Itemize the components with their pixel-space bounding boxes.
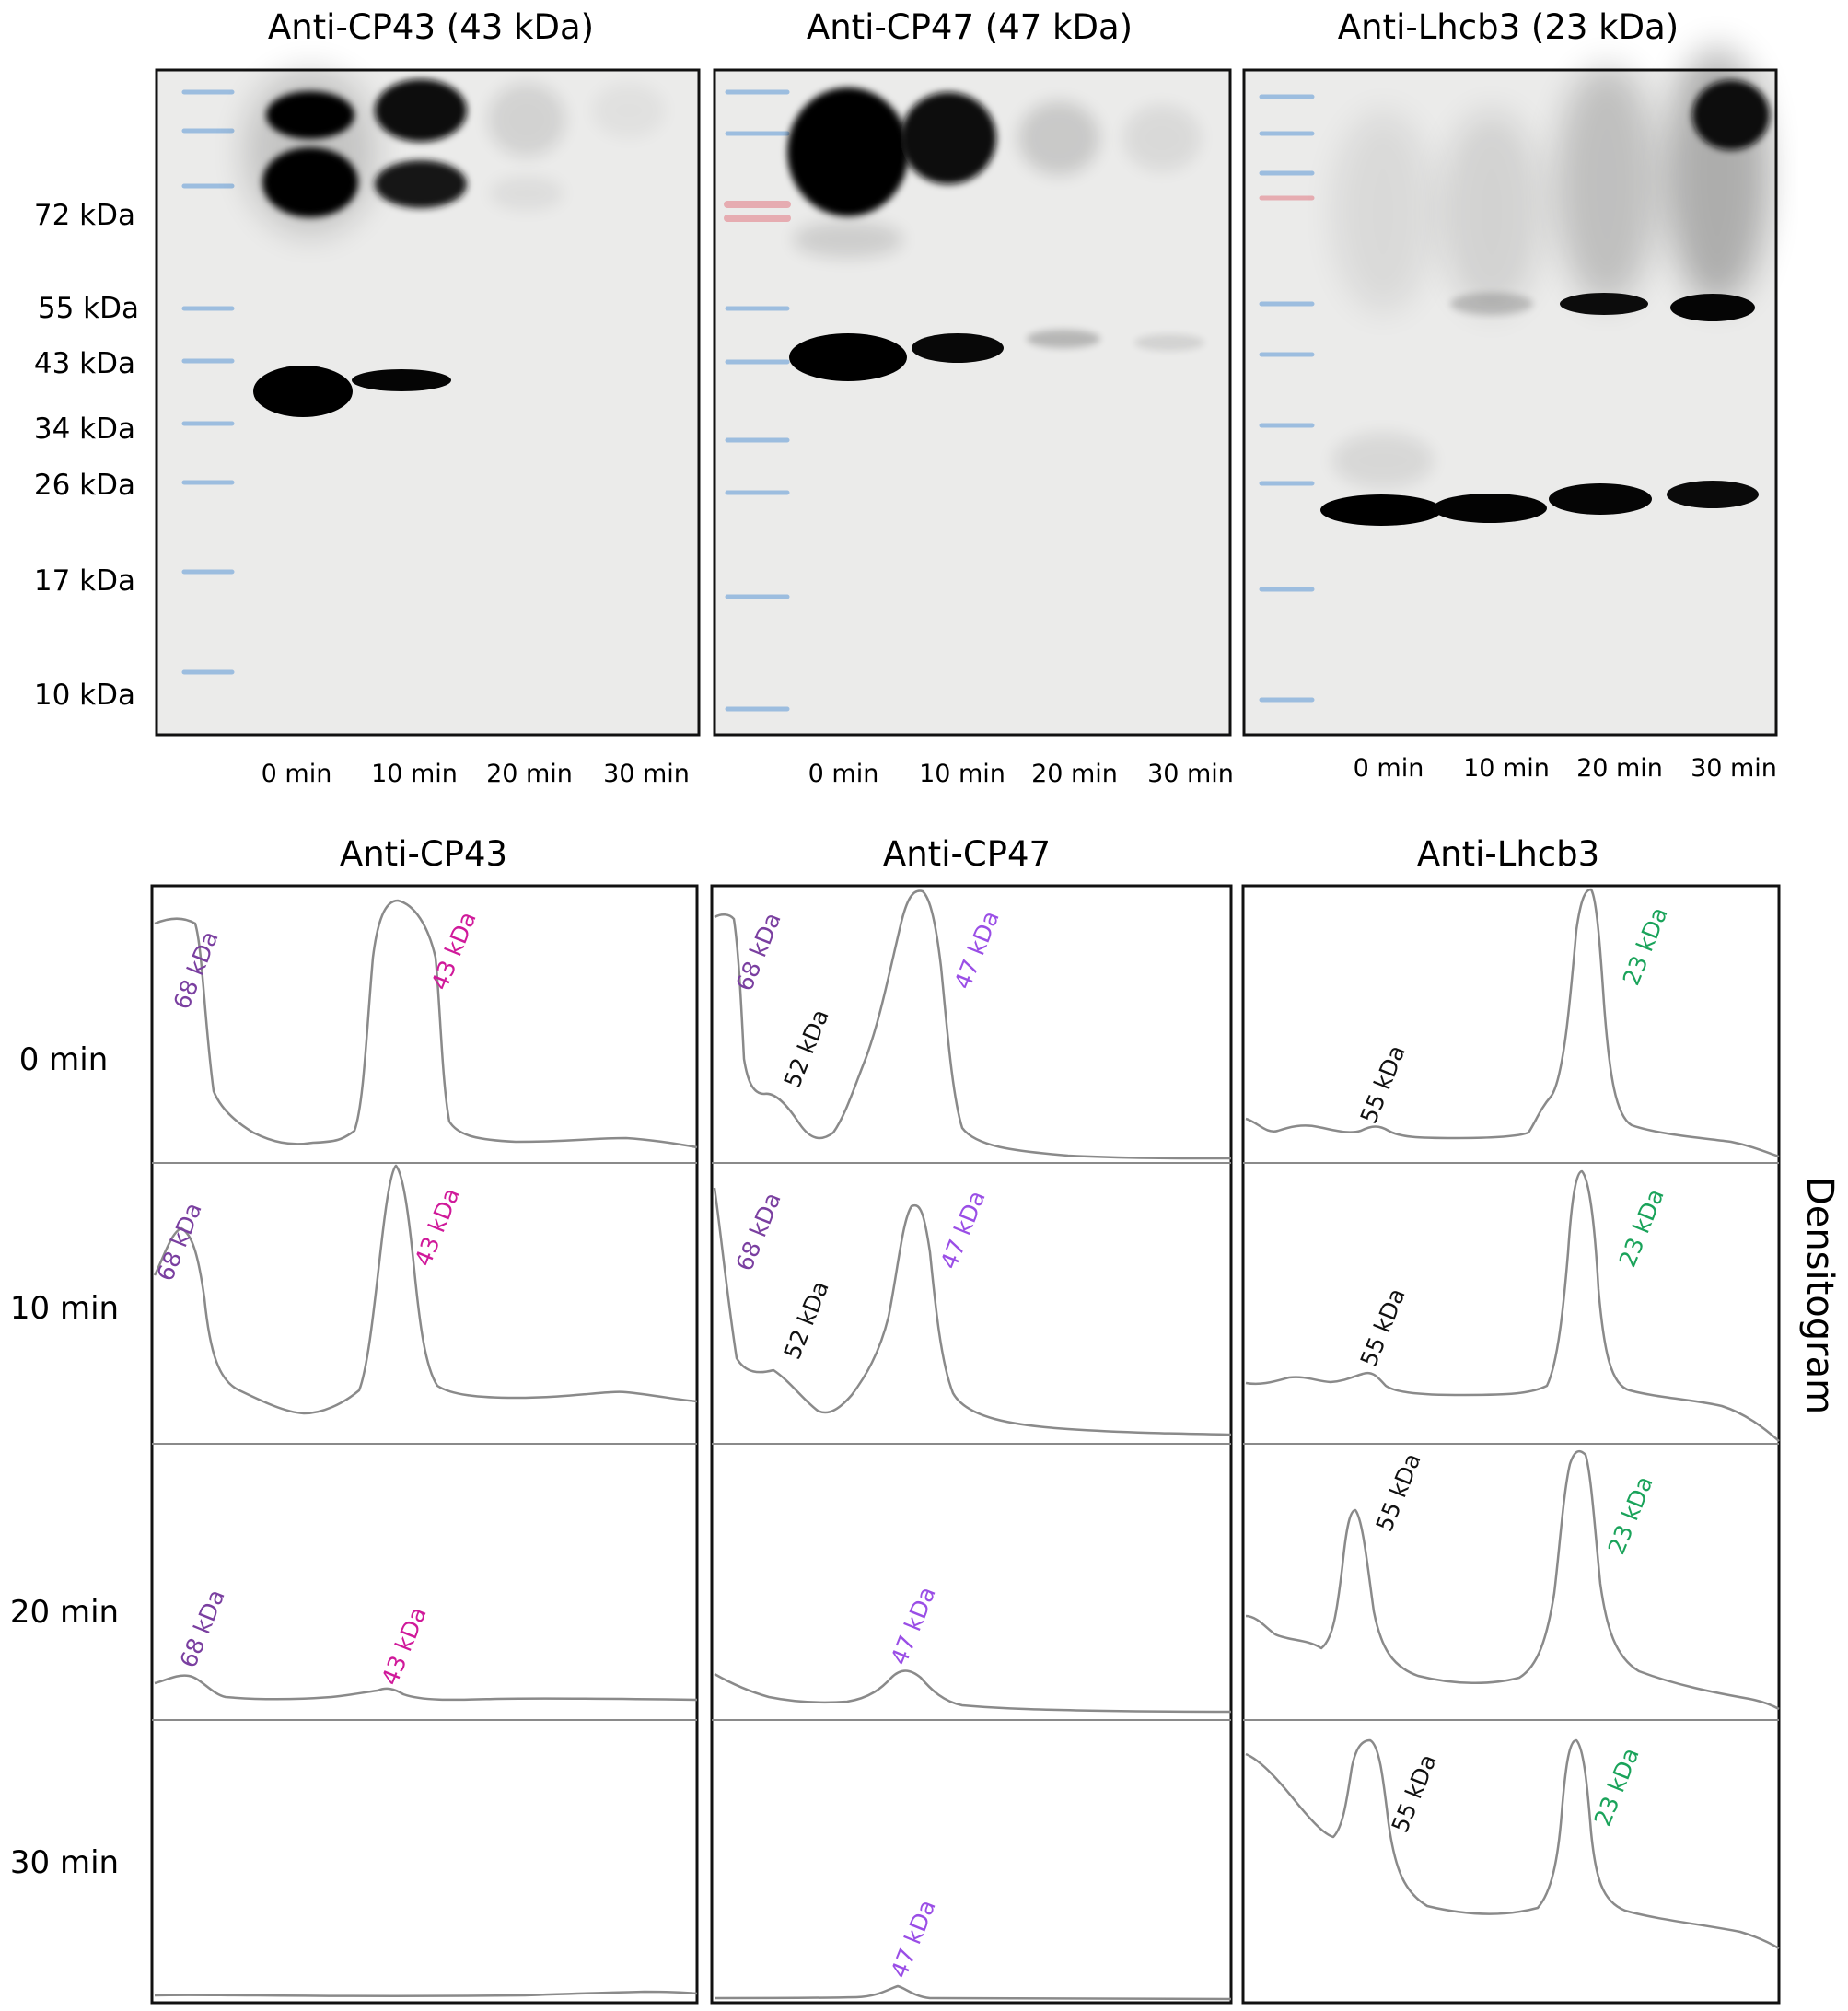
densitogram-title-cp47: Anti-CP47 bbox=[883, 834, 1051, 874]
marker-17: 17 kDa bbox=[34, 564, 135, 598]
peak-cp47-10-68: 68 kDa bbox=[731, 1189, 786, 1274]
trace-cp43-10min bbox=[153, 1164, 698, 1415]
blot-bands bbox=[1320, 46, 1770, 526]
densitogram-traces bbox=[153, 888, 1780, 2001]
trace-lhcb3-10min bbox=[1245, 1169, 1780, 1442]
trace-lhcb3-30min bbox=[1245, 1738, 1780, 1950]
peak-lhcb3-20-55: 55 kDa bbox=[1371, 1449, 1426, 1535]
blot-bands bbox=[787, 87, 1204, 381]
densitogram-row-labels: 0 min 10 min 20 min 30 min bbox=[10, 1041, 119, 1881]
peak-cp47-0-68: 68 kDa bbox=[731, 909, 786, 994]
lane-label-cp47-0: 0 min bbox=[808, 760, 879, 788]
trace-cp47-20min bbox=[714, 1669, 1232, 1714]
marker-10: 10 kDa bbox=[34, 679, 135, 712]
lane-labels: 0 min 10 min 20 min 30 min 0 min 10 min … bbox=[262, 754, 1777, 788]
lane-label-lhcb3-20: 20 min bbox=[1576, 754, 1663, 783]
peak-cp47-0-52: 52 kDa bbox=[779, 1006, 834, 1091]
peak-cp47-0-47: 47 kDa bbox=[949, 907, 1005, 993]
lane-label-lhcb3-0: 0 min bbox=[1354, 754, 1424, 783]
lane-label-cp43-20: 20 min bbox=[486, 760, 573, 788]
trace-cp47-10min bbox=[713, 1187, 1232, 1436]
peak-cp47-30-47: 47 kDa bbox=[886, 1896, 941, 1982]
row-label-30: 30 min bbox=[10, 1844, 119, 1881]
trace-cp43-20min bbox=[154, 1674, 698, 1702]
lane-label-cp43-0: 0 min bbox=[262, 760, 332, 788]
lane-label-cp47-10: 10 min bbox=[919, 760, 1005, 788]
lane-label-cp47-30: 30 min bbox=[1147, 760, 1234, 788]
peak-lhcb3-10-23: 23 kDa bbox=[1614, 1185, 1669, 1271]
lane-label-cp43-10: 10 min bbox=[371, 760, 458, 788]
lane-label-lhcb3-30: 30 min bbox=[1691, 754, 1777, 783]
trace-cp47-0min bbox=[714, 889, 1232, 1160]
marker-55: 55 kDa bbox=[38, 292, 139, 325]
lane-label-cp43-30: 30 min bbox=[603, 760, 690, 788]
densitogram-frames bbox=[150, 884, 1781, 2005]
row-label-10: 10 min bbox=[10, 1290, 119, 1327]
peak-lhcb3-30-23: 23 kDa bbox=[1589, 1744, 1645, 1830]
marker-43: 43 kDa bbox=[34, 347, 135, 380]
peak-lhcb3-20-23: 23 kDa bbox=[1603, 1472, 1658, 1558]
peak-cp47-10-47: 47 kDa bbox=[936, 1187, 991, 1273]
peak-lhcb3-10-55: 55 kDa bbox=[1355, 1284, 1411, 1370]
lane-label-lhcb3-10: 10 min bbox=[1463, 754, 1550, 783]
ladder-marker-labels: 72 kDa 55 kDa 43 kDa 34 kDa 26 kDa 17 kD… bbox=[34, 199, 139, 712]
peak-cp43-20-43: 43 kDa bbox=[377, 1603, 432, 1689]
lane-label-cp47-20: 20 min bbox=[1031, 760, 1118, 788]
marker-34: 34 kDa bbox=[34, 413, 135, 446]
row-label-0: 0 min bbox=[19, 1041, 109, 1078]
ladder-lane bbox=[181, 89, 235, 675]
trace-cp43-30min bbox=[154, 1990, 698, 1997]
peak-cp43-10-43: 43 kDa bbox=[410, 1184, 465, 1270]
blot-title-lhcb3: Anti-Lhcb3 (23 kDa) bbox=[1338, 7, 1679, 47]
trace-lhcb3-0min bbox=[1245, 888, 1780, 1158]
marker-26: 26 kDa bbox=[34, 469, 135, 502]
peak-cp43-10-68: 68 kDa bbox=[152, 1199, 207, 1284]
peak-cp43-20-68: 68 kDa bbox=[175, 1586, 230, 1671]
blot-bands bbox=[244, 69, 666, 417]
blot-cp47 bbox=[713, 68, 1232, 737]
densitogram-side-label: Densitogram bbox=[1798, 1177, 1841, 1414]
trace-cp43-0min bbox=[154, 899, 698, 1149]
peak-cp47-20-47: 47 kDa bbox=[886, 1583, 941, 1668]
peak-lhcb3-0-55: 55 kDa bbox=[1355, 1041, 1411, 1127]
row-label-20: 20 min bbox=[10, 1594, 119, 1631]
marker-72: 72 kDa bbox=[34, 199, 135, 232]
peak-lhcb3-30-55: 55 kDa bbox=[1387, 1750, 1442, 1836]
blot-cp43 bbox=[155, 68, 701, 737]
ladder-lane bbox=[1259, 94, 1315, 703]
peak-lhcb3-0-23: 23 kDa bbox=[1618, 903, 1673, 989]
peak-cp47-10-52: 52 kDa bbox=[779, 1277, 834, 1363]
blot-lhcb3 bbox=[1242, 46, 1778, 737]
trace-cp47-30min bbox=[714, 1984, 1232, 2001]
trace-lhcb3-20min bbox=[1245, 1449, 1780, 1711]
peak-cp43-0-68: 68 kDa bbox=[169, 927, 224, 1013]
peak-labels: 68 kDa 43 kDa 68 kDa 43 kDa 68 kDa 43 kD… bbox=[152, 903, 1673, 1982]
densitogram-title-cp43: Anti-CP43 bbox=[340, 834, 507, 874]
densitogram-title-lhcb3: Anti-Lhcb3 bbox=[1417, 834, 1599, 874]
blot-title-cp47: Anti-CP47 (47 kDa) bbox=[807, 7, 1133, 47]
blot-title-cp43: Anti-CP43 (43 kDa) bbox=[268, 7, 594, 47]
ladder-lane bbox=[724, 89, 791, 712]
